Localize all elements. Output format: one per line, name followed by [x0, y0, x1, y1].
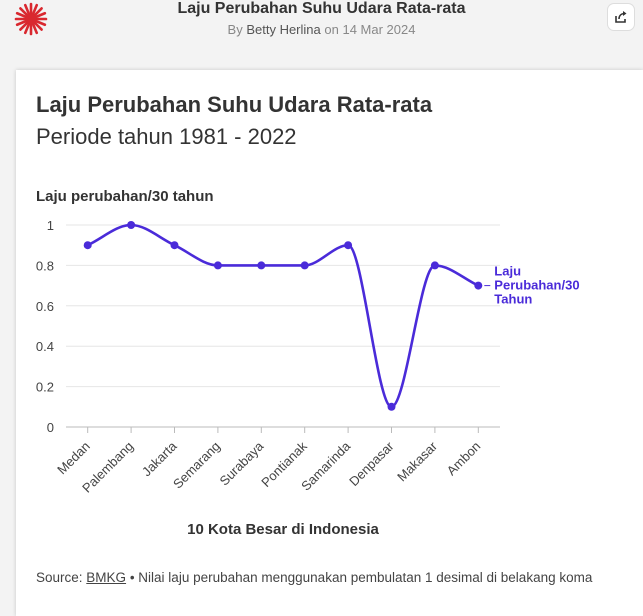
x-tick-label: Denpasar — [346, 438, 397, 489]
y-tick-label: 0.2 — [36, 380, 54, 395]
byline-prefix: By — [227, 22, 243, 37]
y-tick-label: 0 — [47, 420, 54, 435]
byline: By Betty Herlina on 14 Mar 2024 — [0, 22, 643, 37]
series-label: Laju — [494, 264, 521, 279]
x-tick-label: Ambon — [444, 439, 484, 479]
data-point — [344, 241, 353, 250]
data-point — [387, 402, 396, 411]
source-label: Source: — [36, 570, 83, 585]
x-tick-label: Jakarta — [139, 438, 180, 479]
y-tick-label: 0.4 — [36, 339, 54, 354]
document-title: Laju Perubahan Suhu Udara Rata-rata — [177, 0, 466, 17]
line-chart: Laju perubahan/30 tahun 0 0.2 0.4 0.6 0.8 1 Med… — [36, 188, 580, 538]
x-tick-label: Semarang — [170, 439, 223, 492]
date-prefix: on — [324, 22, 339, 37]
series-label: Perubahan/30 — [494, 278, 579, 293]
data-point — [474, 281, 483, 290]
data-point — [257, 261, 266, 270]
top-bar: Laju Perubahan Suhu Udara Rata-rata By B… — [0, 0, 643, 60]
source-note: Source: BMKG • Nilai laju perubahan meng… — [36, 568, 626, 588]
x-tick-label: Makasar — [394, 438, 440, 484]
chart-card: Laju Perubahan Suhu Udara Rata-rata Peri… — [16, 70, 643, 616]
series-line — [87, 223, 479, 409]
chart-subtitle: Periode tahun 1981 - 2022 — [36, 124, 297, 149]
x-axis-label: 10 Kota Besar di Indonesia — [187, 521, 379, 538]
series-label: Tahun — [494, 292, 532, 307]
publish-date: 14 Mar 2024 — [342, 22, 416, 37]
y-tick-label: 0.8 — [36, 258, 54, 273]
data-point — [127, 221, 136, 229]
data-point — [430, 261, 439, 270]
x-tick-label: Medan — [54, 439, 93, 478]
y-tick-label: 1 — [47, 218, 54, 233]
share-button[interactable] — [608, 4, 634, 30]
share-icon — [615, 11, 627, 23]
source-link[interactable]: BMKG — [86, 570, 127, 585]
data-point — [170, 241, 179, 250]
data-point — [300, 261, 309, 270]
y-axis-label: Laju perubahan/30 tahun — [36, 188, 214, 205]
data-point — [83, 241, 92, 250]
chart-title: Laju Perubahan Suhu Udara Rata-rata — [36, 92, 433, 117]
author-name[interactable]: Betty Herlina — [246, 22, 321, 37]
red-sun-burst-icon[interactable] — [14, 2, 48, 36]
source-footnote: • Nilai laju perubahan menggunakan pembu… — [129, 570, 593, 585]
data-point — [213, 261, 222, 270]
y-tick-label: 0.6 — [36, 299, 54, 314]
